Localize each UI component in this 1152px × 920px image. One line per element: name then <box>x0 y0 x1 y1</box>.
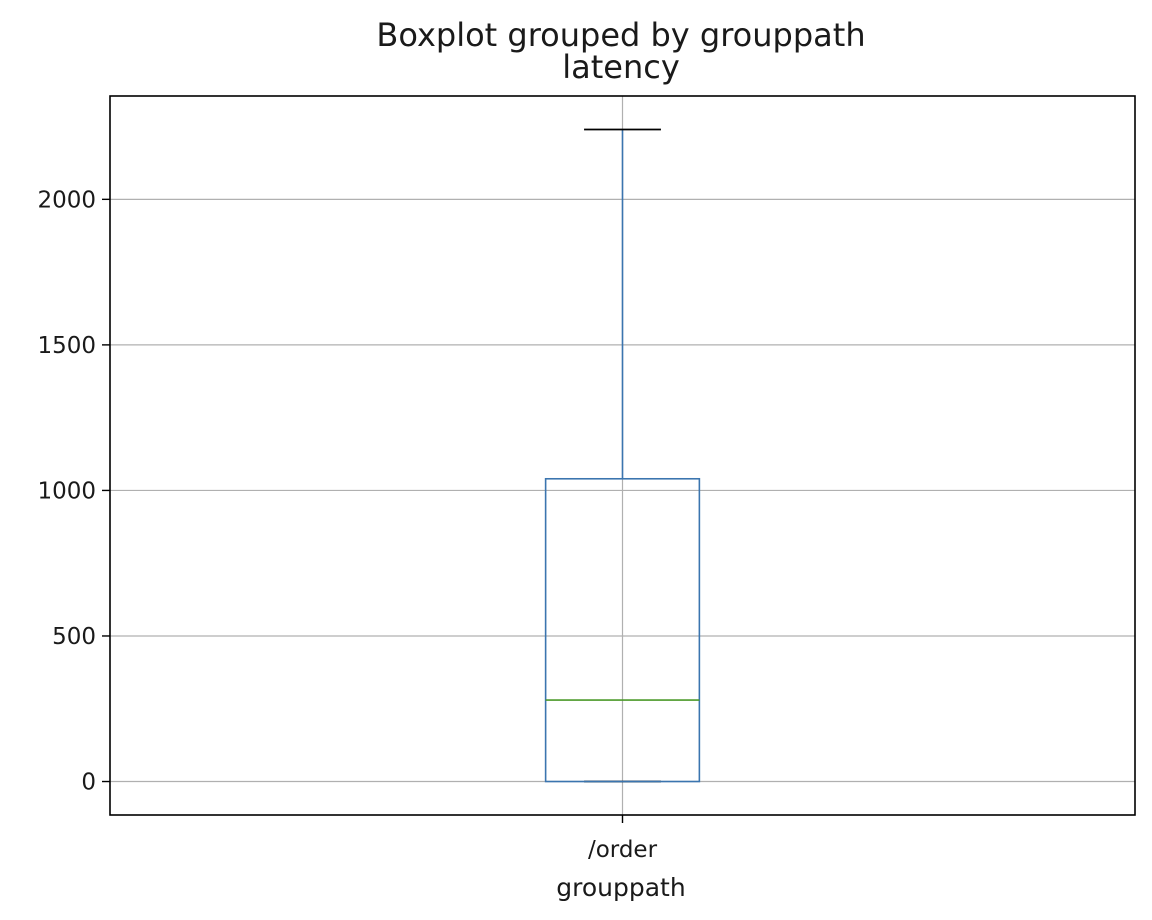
y-tick-label: 0 <box>81 770 96 796</box>
x-axis: /order <box>588 815 658 863</box>
x-axis-label: grouppath <box>556 873 685 902</box>
box-group <box>544 128 701 783</box>
box-iqr <box>544 477 701 783</box>
y-tick-label: 1500 <box>37 333 96 359</box>
y-tick-label: 500 <box>52 624 96 650</box>
x-tick-label: /order <box>588 837 658 863</box>
y-axis: 0 500 1000 1500 2000 <box>37 187 110 796</box>
chart-title: latency <box>562 48 680 86</box>
chart-suptitle: Boxplot grouped by grouppath <box>376 16 865 54</box>
y-tick-label: 1000 <box>37 478 96 504</box>
y-tick-label: 2000 <box>37 187 96 213</box>
